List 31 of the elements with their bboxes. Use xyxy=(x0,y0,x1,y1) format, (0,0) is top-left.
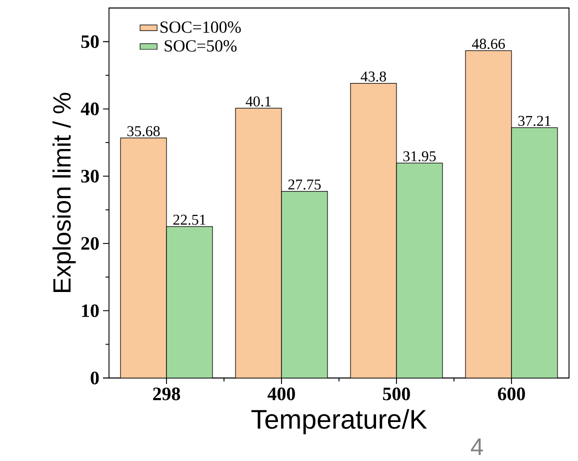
data-label: 48.66 xyxy=(472,38,505,49)
bar xyxy=(350,83,397,378)
bar xyxy=(166,226,213,378)
x-tick-label: 600 xyxy=(498,388,525,400)
data-label: 43.8 xyxy=(360,71,386,82)
bar xyxy=(120,138,166,378)
text: 4 xyxy=(470,438,483,455)
data-label: 37.21 xyxy=(518,116,550,126)
x-tick-label: 298 xyxy=(153,388,180,400)
bar xyxy=(236,108,282,378)
data-label: 40.1 xyxy=(246,96,271,107)
y-tick-label: 30 xyxy=(81,170,99,183)
bar xyxy=(511,127,558,378)
y-axis-title: Explosion limit / % xyxy=(52,92,76,292)
legend-label: SOC=100% xyxy=(160,21,241,33)
y-tick-label: 20 xyxy=(81,237,99,250)
bar xyxy=(465,50,512,378)
y-tick-label: 10 xyxy=(82,304,99,318)
x-tick-label: 500 xyxy=(383,388,410,400)
y-tick-label: 0 xyxy=(90,372,99,384)
y-tick-label: 50 xyxy=(81,35,99,48)
x-axis-title: Temperature/K xyxy=(251,409,427,434)
data-label: 31.95 xyxy=(403,151,436,162)
x-tick-label: 400 xyxy=(268,388,295,400)
data-label: 22.51 xyxy=(173,214,206,225)
data-label: 27.75 xyxy=(288,180,321,190)
data-label: 35.68 xyxy=(127,126,160,136)
bar xyxy=(396,163,443,378)
y-tick-label: 40 xyxy=(80,102,99,116)
bar xyxy=(282,191,328,378)
legend-label: SOC=50% xyxy=(164,40,237,52)
